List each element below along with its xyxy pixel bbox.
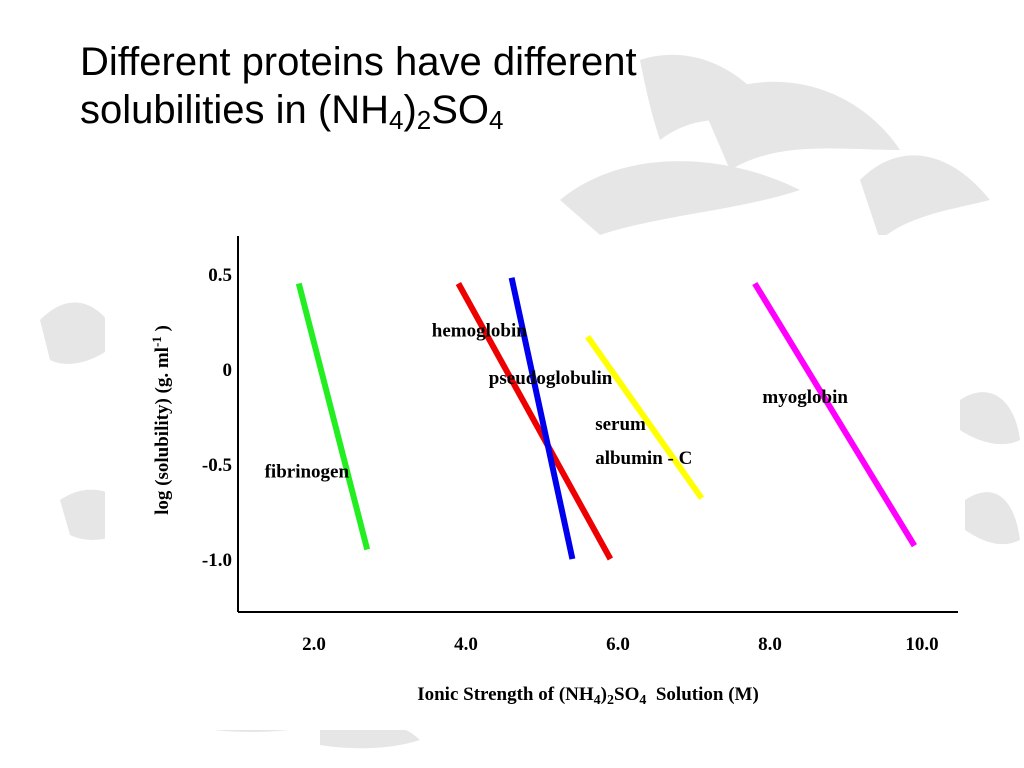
title-line-1: Different proteins have different (80, 40, 637, 84)
xlabel-sub-c: 4 (639, 693, 646, 708)
xlabel-sub-a: 4 (594, 693, 601, 708)
title-subscript-c: 4 (489, 105, 504, 135)
series-layer (295, 277, 917, 561)
annotation-label: hemoglobin (432, 321, 527, 342)
annotation-labels: fibrinogen hemoglobin pseudoglobulin serum a… (265, 321, 849, 483)
series-line-fibrinogen (295, 282, 371, 551)
y-tick-label: 0 (223, 360, 233, 381)
slide-title: Different proteins have different solubi… (80, 38, 780, 134)
title-subscript-b: 2 (416, 105, 432, 135)
annotation-label: serum (595, 414, 646, 435)
chart-panel (105, 235, 960, 730)
series-line-hemoglobin (455, 282, 614, 561)
xlabel-sub-b: 2 (607, 693, 614, 708)
y-tick-labels: 0.5 0 -0.5 -1.0 (202, 265, 232, 571)
x-axis-label: Ionic Strength of (NH4)2SO4 Solution (M) (417, 684, 759, 708)
x-tick-labels: 2.0 4.0 6.0 8.0 10.0 (302, 634, 939, 655)
series-line-myoglobin (752, 281, 917, 548)
ylabel-sup: -1 (149, 336, 164, 347)
series-line-pseudoglobulin (508, 277, 576, 560)
xlabel-text-a: Ionic Strength of (NH (417, 684, 594, 705)
title-line-2: solubilities in (NH4)2SO4 (80, 86, 780, 134)
y-axis-label: log (solubility) (g. ml-1 ) (149, 325, 173, 515)
x-tick-label: 2.0 (302, 634, 326, 655)
x-tick-label: 8.0 (758, 634, 782, 655)
x-tick-label: 6.0 (606, 634, 630, 655)
title-text-b: ) (403, 88, 417, 132)
xlabel-text-c: SO (614, 684, 639, 705)
series-line-serum-albumin-c (585, 334, 705, 500)
title-text-c: SO (431, 88, 490, 132)
annotation-label: albumin - C (595, 448, 692, 469)
annotation-label: pseudoglobulin (489, 368, 613, 389)
y-tick-label: -0.5 (202, 455, 232, 476)
y-tick-label: -1.0 (202, 550, 232, 571)
y-tick-label: 0.5 (208, 265, 232, 286)
title-text-a: solubilities in (NH (80, 88, 389, 132)
x-tick-label: 10.0 (905, 634, 938, 655)
annotation-label: myoglobin (762, 387, 848, 408)
x-tick-label: 4.0 (454, 634, 478, 655)
xlabel-text-d: Solution (M) (646, 684, 758, 705)
title-subscript-a: 4 (388, 105, 404, 135)
xlabel-text-b: ) (601, 684, 607, 705)
annotation-label: fibrinogen (265, 461, 350, 482)
ylabel-text-a: log (solubility) (g. ml (152, 347, 173, 515)
ylabel-text-b: ) (152, 325, 173, 336)
